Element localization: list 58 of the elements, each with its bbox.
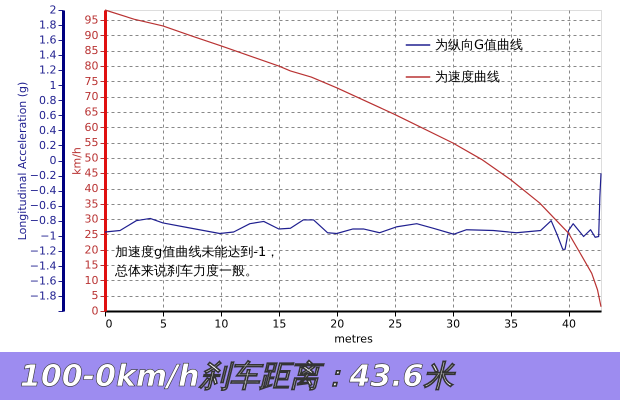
legend-label: 为纵向G值曲线 (435, 38, 524, 53)
y2-tick-label: 80 (84, 60, 98, 73)
y-tick-label: 0.2 (39, 138, 56, 152)
text: 100-0km/h刹车距离：43.6米 (20, 359, 456, 394)
x-tick-label: 35 (504, 318, 518, 330)
y-tick-label: 0.4 (39, 124, 56, 137)
y2-tick-label: 75 (84, 74, 98, 88)
x-tick-label: 0 (106, 318, 112, 330)
y2-tick-label: 55 (84, 136, 98, 150)
y2-tick-label: 20 (84, 243, 98, 256)
y-tick-label: −1.2 (30, 244, 56, 258)
y-tick-label: 1.6 (39, 34, 56, 47)
y-tick-label: −0.2 (30, 169, 56, 182)
legend-label: 为速度曲线 (435, 69, 500, 85)
x-tick-label: 15 (272, 318, 286, 330)
y-tick-label: −0.6 (30, 199, 56, 212)
y-axis-title: Longitudinal Acceleration (g) (16, 82, 29, 240)
annotation: 加速度g值曲线未能达到-1， (115, 244, 280, 260)
y-tick-label: −0.8 (30, 214, 56, 228)
x-axis-title: metres (334, 332, 374, 346)
y-tick-label: 0.6 (39, 108, 56, 122)
y-tick-label: 1.4 (39, 48, 56, 62)
y2-tick-label: 95 (84, 14, 98, 27)
x-tick-label: 25 (388, 318, 402, 330)
y2-tick-label: 40 (84, 182, 98, 196)
y-tick-label: −1.6 (30, 274, 56, 288)
y2-tick-label: 5 (92, 289, 98, 302)
x-tick-label: 5 (160, 318, 167, 330)
x-tick-label: 30 (446, 318, 460, 330)
y2-tick-label: 0 (92, 304, 98, 318)
y-tick-label: 1.8 (39, 18, 56, 32)
annotation: 总体来说刹车力度一般。 (114, 263, 258, 279)
x-tick-label: 10 (214, 318, 228, 330)
y-tick-label: −1.4 (30, 259, 56, 272)
y2-tick-label: 30 (84, 212, 98, 226)
y2-axis-title: km/h (70, 147, 84, 175)
y-tick-label: 2 (50, 4, 56, 16)
y2-tick-label: 15 (84, 258, 98, 272)
y2-tick-label: 70 (84, 90, 98, 104)
y2-tick-label: 25 (84, 228, 98, 241)
y-tick-label: 0.8 (39, 94, 56, 107)
y2-tick-label: 60 (84, 120, 98, 134)
x-tick-label: 40 (562, 318, 576, 330)
y2-tick-label: 10 (84, 274, 98, 287)
line-series (104, 9, 602, 308)
y-tick-label: 1.2 (39, 64, 56, 77)
y-tick-label: −0.4 (30, 184, 56, 198)
x-tick-label: 20 (330, 318, 344, 330)
y2-tick-label: 90 (84, 28, 98, 42)
y2-tick-label: 50 (84, 151, 98, 164)
y2-tick-label: 85 (84, 44, 98, 58)
y-tick-label: 1 (50, 78, 56, 92)
y2-tick-label: 45 (84, 166, 98, 180)
y-tick-label: 0 (50, 154, 56, 167)
y-tick-label: −1.8 (30, 289, 56, 302)
y2-tick-label: 35 (84, 197, 98, 210)
y2-tick-label: 65 (84, 105, 98, 118)
y-tick-label: −1 (40, 229, 56, 242)
